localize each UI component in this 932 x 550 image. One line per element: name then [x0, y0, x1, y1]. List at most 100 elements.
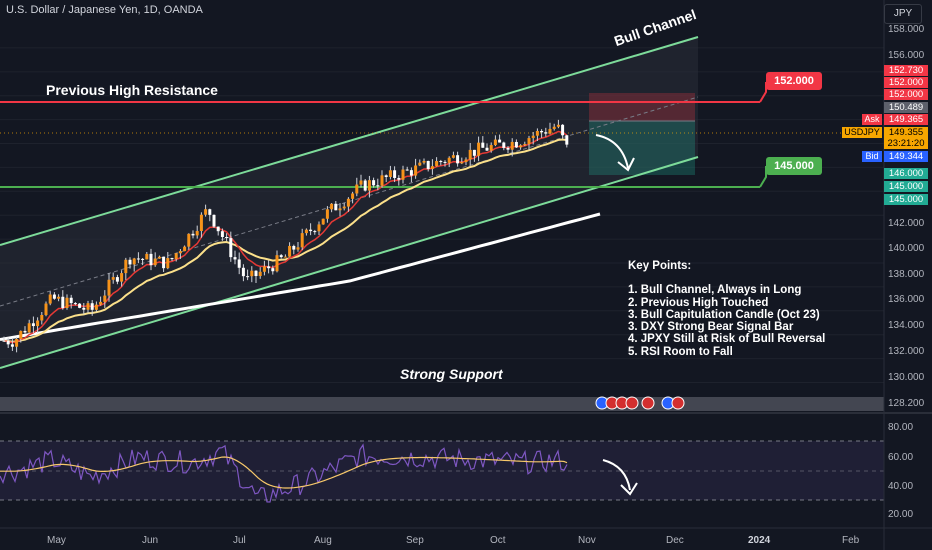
candle-body	[292, 245, 296, 250]
candle-body	[86, 303, 90, 310]
candle-body	[506, 147, 510, 150]
candle-body	[439, 161, 443, 163]
price-badge-high: 152.730	[884, 65, 928, 76]
candle-body	[409, 170, 413, 176]
candle-body	[145, 253, 149, 260]
candle-body	[376, 185, 380, 187]
bid-label: Bid	[862, 151, 882, 162]
ask-label: Ask	[862, 114, 882, 125]
rsi-tick: 60.00	[888, 452, 914, 463]
candle-body	[527, 138, 531, 145]
candle-body	[57, 296, 61, 299]
price-badge-145: 145.000	[884, 181, 928, 192]
candle-body	[460, 162, 464, 164]
candle-body	[464, 159, 468, 163]
time-tick: Dec	[666, 535, 684, 546]
price-tick: 142.000	[888, 218, 925, 229]
candle-body	[225, 237, 229, 239]
candle-body	[338, 208, 342, 211]
candle-body	[418, 162, 422, 166]
candle-body	[313, 231, 317, 233]
candle-body	[174, 253, 178, 259]
candle-body	[334, 203, 338, 211]
previous-high-label: Previous High Resistance	[46, 82, 218, 98]
ema-200-line	[0, 212, 601, 341]
candle-body	[430, 166, 434, 169]
rsi-forecast-arrowhead	[620, 482, 638, 496]
candle-body	[128, 259, 132, 265]
candle-body	[271, 268, 275, 272]
candle-body	[472, 149, 476, 156]
candle-body	[120, 273, 124, 282]
key-points-title: Key Points:	[628, 260, 692, 272]
candle-body	[384, 175, 388, 177]
candle-body	[540, 130, 544, 133]
candle-body	[422, 160, 426, 163]
candle-body	[493, 139, 497, 146]
candle-body	[489, 145, 493, 151]
currency-button[interactable]: JPY	[884, 4, 922, 24]
price-tick: 156.000	[888, 50, 925, 61]
candle-body	[510, 141, 514, 150]
candle-body	[44, 303, 48, 316]
candle-body	[183, 246, 187, 252]
candle-body	[262, 266, 266, 272]
candle-body	[296, 247, 300, 250]
candle-body	[451, 155, 455, 158]
rsi-forecast-arrow	[602, 459, 631, 491]
rsi-line	[0, 443, 568, 503]
candle-body	[136, 258, 140, 260]
candle-body	[10, 344, 14, 347]
candle-body	[485, 147, 489, 151]
candle-body	[78, 303, 82, 308]
candle-body	[48, 294, 52, 304]
candle-body	[556, 124, 560, 127]
candle-body	[254, 270, 258, 277]
candle-body	[27, 323, 31, 333]
price-badge-146: 146.000	[884, 168, 928, 179]
candle-body	[468, 149, 472, 160]
price-tick: 138.000	[888, 269, 925, 280]
candle-body	[82, 307, 86, 310]
candle-body	[309, 229, 313, 232]
candle-body	[23, 330, 27, 333]
candle-body	[380, 175, 384, 186]
time-tick: Jun	[142, 535, 159, 546]
time-tick: May	[47, 535, 66, 546]
candle-body	[250, 270, 254, 277]
time-tick: Jul	[233, 535, 246, 546]
candle-body	[346, 198, 350, 207]
candle-body	[435, 161, 439, 167]
price-tick: 158.000	[888, 24, 925, 35]
candle-body	[246, 276, 250, 278]
candle-body	[405, 169, 409, 171]
candle-body	[531, 135, 535, 139]
candle-body	[191, 233, 195, 236]
candle-body	[300, 233, 304, 248]
candle-body	[258, 271, 262, 277]
candle-body	[288, 245, 292, 257]
candle-body	[502, 142, 506, 148]
candle-body	[267, 266, 271, 269]
economic-event-icons[interactable]	[595, 396, 685, 410]
candle-body	[19, 330, 23, 339]
candle-body	[36, 320, 40, 327]
price-badge-ask: 149.365	[884, 114, 928, 125]
price-badge-last: 149.355	[884, 127, 928, 138]
strong-support-label: Strong Support	[400, 366, 503, 382]
candle-body	[124, 259, 128, 274]
candle-body	[481, 142, 485, 148]
key-points-box: Key Points: 1. Bull Channel, Always in L…	[628, 260, 825, 358]
countdown-badge: 23:21:20	[884, 138, 928, 149]
candle-body	[535, 130, 539, 136]
price-tick: 136.000	[888, 294, 925, 305]
candle-body	[107, 279, 111, 296]
forecast-arrow	[595, 134, 629, 169]
candle-body	[401, 169, 405, 180]
time-tick: Oct	[490, 535, 506, 546]
key-point-item: 4. JPXY Still at Risk of Bull Reversal	[628, 333, 826, 346]
candle-body	[61, 296, 65, 309]
rsi-tick: 20.00	[888, 509, 914, 520]
candle-body	[99, 301, 103, 305]
